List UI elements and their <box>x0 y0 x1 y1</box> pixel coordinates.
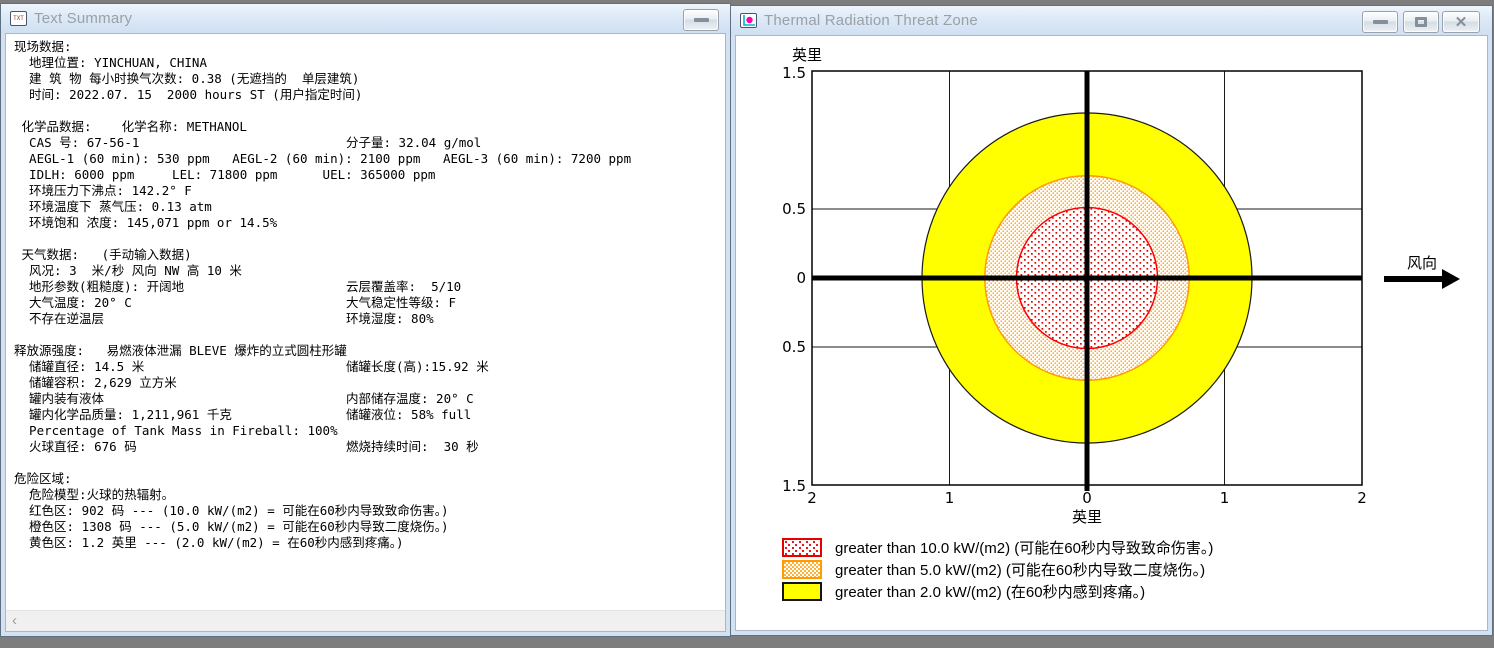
text-summary-content: 现场数据: 地理位置: YINCHUAN, CHINA 建 筑 物 每小时换气次… <box>5 33 726 632</box>
summary-line: 不存在逆温层 环境湿度: 80% <box>14 311 434 326</box>
legend-row-orange: greater than 5.0 kW/(m2) (可能在60秒内导致二度烧伤。… <box>782 558 1213 580</box>
summary-line: 现场数据: <box>14 39 72 54</box>
summary-line: 储罐容积: 2,629 立方米 <box>14 375 177 390</box>
wind-direction-label: 风向 <box>1407 254 1437 272</box>
threat-zone-window: Thermal Radiation Threat Zone ✕ <box>730 5 1493 636</box>
summary-line: 环境压力下沸点: 142.2° F <box>14 183 192 198</box>
text-summary-window: TXT Text Summary 现场数据: 地理位置: YINCHUAN, C… <box>0 3 731 637</box>
maximize-button[interactable] <box>1403 11 1439 33</box>
y-tick-label: 1.5 <box>782 64 806 82</box>
threat-zone-content: 英里 1.5 0.5 0 0.5 1.5 2 1 0 1 2 <box>735 35 1488 631</box>
x-tick-label: 2 <box>1357 489 1367 507</box>
y-tick-label: 0.5 <box>782 338 806 356</box>
legend-label: greater than 5.0 kW/(m2) (可能在60秒内导致二度烧伤。… <box>835 561 1206 579</box>
summary-line: 危险区域: <box>14 471 72 486</box>
summary-line: 红色区: 902 码 --- (10.0 kW/(m2) = 可能在60秒内导致… <box>14 503 449 518</box>
wind-direction-arrow <box>1384 269 1460 289</box>
legend-label: greater than 10.0 kW/(m2) (可能在60秒内导致致命伤害… <box>835 539 1214 557</box>
summary-line: 储罐直径: 14.5 米储罐长度(高):15.92 米 <box>14 359 489 374</box>
summary-line: 黄色区: 1.2 英里 --- (2.0 kW/(m2) = 在60秒内感到疼痛… <box>14 535 404 550</box>
summary-line: 环境饱和 浓度: 145,071 ppm or 14.5% <box>14 215 278 230</box>
summary-line: 地理位置: YINCHUAN, CHINA <box>14 55 207 70</box>
x-tick-label: 2 <box>807 489 817 507</box>
summary-line: 释放源强度: 易燃液体泄漏 BLEVE 爆炸的立式圆柱形罐 <box>14 343 347 358</box>
close-icon: ✕ <box>1454 13 1468 31</box>
x-tick-label: 1 <box>945 489 955 507</box>
summary-line: 危险模型:火球的热辐射。 <box>14 487 175 502</box>
summary-line: 化学品数据: 化学名称: METHANOL <box>14 119 247 134</box>
threat-zone-chart: 英里 1.5 0.5 0 0.5 1.5 2 1 0 1 2 <box>782 46 1460 526</box>
window-title: Thermal Radiation Threat Zone <box>764 12 978 29</box>
legend-row-yellow: greater than 2.0 kW/(m2) (在60秒内感到疼痛。) <box>782 580 1213 602</box>
summary-line <box>14 103 725 119</box>
summary-line: Percentage of Tank Mass in Fireball: 100… <box>14 423 338 438</box>
legend-row-red: greater than 10.0 kW/(m2) (可能在60秒内导致致命伤害… <box>782 536 1213 558</box>
legend-swatch-orange <box>782 559 822 579</box>
summary-line: AEGL-1 (60 min): 530 ppm AEGL-2 (60 min)… <box>14 151 632 166</box>
plot-frame <box>811 70 1363 486</box>
summary-line: 时间: 2022.07. 15 2000 hours ST (用户指定时间) <box>14 87 363 102</box>
summary-line: 大气温度: 20° C 大气稳定性等级: F <box>14 295 457 310</box>
summary-line <box>14 231 725 247</box>
legend-swatch-yellow <box>782 581 822 601</box>
summary-line: 地形参数(粗糙度): 开阔地 云层覆盖率: 5/10 <box>14 279 462 294</box>
origin-axes <box>812 71 1362 491</box>
summary-line: 环境温度下 蒸气压: 0.13 atm <box>14 199 212 214</box>
scroll-left-arrow-icon[interactable]: ‹ <box>12 612 17 629</box>
text-document-icon: TXT <box>10 11 27 26</box>
summary-line: CAS 号: 67-56-1 分子量: 32.04 g/mol <box>14 135 482 150</box>
summary-line <box>14 455 725 471</box>
text-summary-titlebar[interactable]: TXT Text Summary <box>1 4 730 33</box>
x-tick-label: 0 <box>1082 489 1092 507</box>
summary-line: 风况: 3 米/秒 风向 NW 高 10 米 <box>14 263 242 278</box>
summary-line: 罐内装有液体 内部储存温度: 20° C <box>14 391 474 406</box>
summary-line: 橙色区: 1308 码 --- (5.0 kW/(m2) = 可能在60秒内导致… <box>14 519 449 534</box>
y-axis-unit-label: 英里 <box>792 46 822 64</box>
legend-swatch-red <box>782 537 822 557</box>
minimize-icon <box>693 18 709 22</box>
x-axis-unit-label: 英里 <box>1072 508 1102 526</box>
minimize-icon <box>1372 20 1388 24</box>
summary-line: IDLH: 6000 ppm LEL: 71800 ppm UEL: 36500… <box>14 167 436 182</box>
summary-text: 现场数据: 地理位置: YINCHUAN, CHINA 建 筑 物 每小时换气次… <box>14 39 725 551</box>
summary-line <box>14 327 725 343</box>
y-tick-label: 0.5 <box>782 200 806 218</box>
horizontal-scrollbar[interactable]: ‹ <box>6 610 725 631</box>
y-tick-label: 0 <box>796 269 806 287</box>
y-tick-label: 1.5 <box>782 477 806 495</box>
x-tick-label: 1 <box>1220 489 1230 507</box>
minimize-button[interactable] <box>683 9 719 31</box>
legend-label: greater than 2.0 kW/(m2) (在60秒内感到疼痛。) <box>835 583 1146 601</box>
close-button[interactable]: ✕ <box>1442 11 1480 33</box>
maximize-icon <box>1415 17 1427 27</box>
summary-line: 罐内化学品质量: 1,211,961 千克 储罐液位: 58% full <box>14 407 472 422</box>
window-title: Text Summary <box>34 10 133 27</box>
minimize-button[interactable] <box>1362 11 1398 33</box>
summary-line: 建 筑 物 每小时换气次数: 0.38 (无遮挡的 单层建筑) <box>14 71 360 86</box>
threat-zone-plot-icon <box>740 13 757 28</box>
threat-zone-titlebar[interactable]: Thermal Radiation Threat Zone ✕ <box>731 6 1492 35</box>
summary-line: 天气数据: (手动输入数据) <box>14 247 192 262</box>
summary-line: 火球直径: 676 码燃烧持续时间: 30 秒 <box>14 439 479 454</box>
legend: greater than 10.0 kW/(m2) (可能在60秒内导致致命伤害… <box>782 536 1213 602</box>
